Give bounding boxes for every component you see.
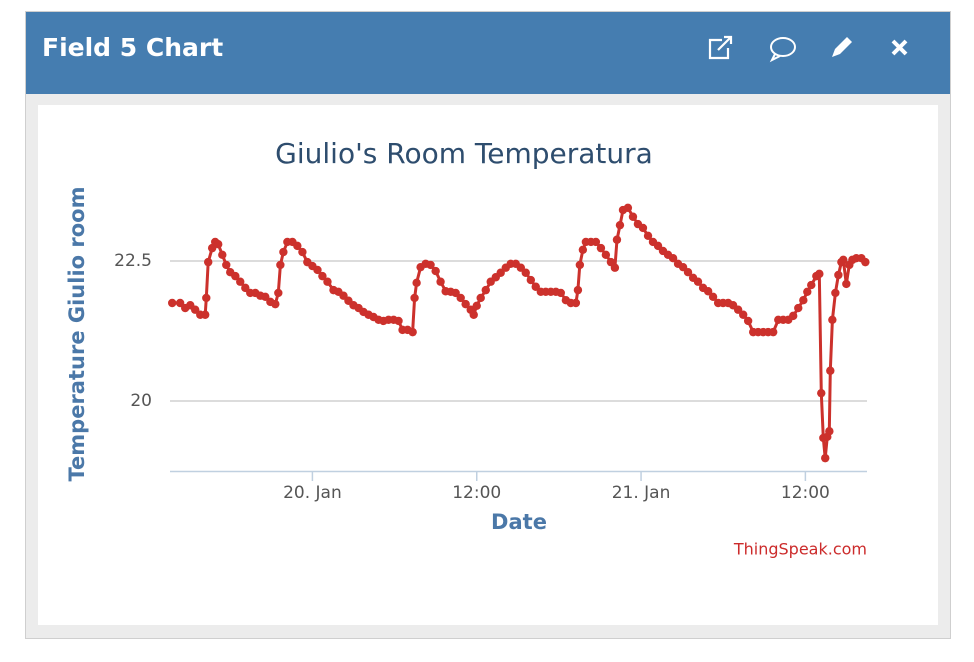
x-tick-label: 12:00: [452, 483, 501, 503]
data-point: [794, 303, 803, 313]
data-point: [318, 271, 327, 281]
data-point: [481, 285, 490, 295]
x-tick-label: 21. Jan: [612, 483, 671, 503]
data-point: [788, 311, 798, 321]
data-point: [708, 292, 718, 302]
data-point: [293, 241, 302, 251]
data-point: [743, 316, 753, 326]
data-point: [526, 275, 536, 285]
data-point: [236, 277, 245, 286]
data-point: [436, 277, 445, 286]
x-tick-label: 20. Jan: [283, 483, 342, 503]
data-point: [638, 223, 648, 233]
data-point: [693, 277, 703, 286]
y-tick-label: 22.5: [114, 251, 152, 271]
data-point: [202, 293, 211, 303]
data-point: [834, 270, 843, 280]
open-icon[interactable]: [708, 35, 733, 60]
data-point: [218, 250, 227, 260]
panel-title: Field 5 Chart: [42, 33, 223, 62]
data-point: [612, 235, 622, 244]
data-point: [456, 293, 465, 303]
data-point: [271, 299, 280, 309]
data-point: [431, 266, 440, 276]
comment-icon[interactable]: [769, 37, 796, 63]
data-point: [628, 212, 638, 221]
data-point: [476, 293, 485, 303]
data-point: [276, 260, 285, 270]
data-point: [472, 301, 481, 310]
data-point: [231, 271, 240, 281]
data-point: [826, 366, 835, 375]
credit[interactable]: ThingSpeak.com: [733, 540, 867, 559]
data-point: [861, 257, 870, 267]
data-point: [683, 268, 693, 277]
y-axis-label: Temperature Giulio room: [65, 187, 89, 482]
data-point: [578, 245, 588, 254]
data-point: [298, 247, 307, 257]
y-tick-label: 20: [130, 391, 152, 411]
data-point: [768, 327, 778, 337]
data-point: [668, 254, 678, 263]
data-point: [571, 298, 581, 308]
data-point: [204, 257, 213, 267]
chart-area: [38, 105, 938, 625]
data-point: [426, 260, 435, 270]
data-point: [831, 288, 840, 298]
data-point: [799, 296, 808, 305]
data-point: [461, 299, 470, 309]
data-point: [279, 247, 288, 257]
data-point: [828, 315, 837, 324]
data-point: [394, 316, 403, 326]
data-point: [596, 243, 606, 253]
data-point: [739, 310, 748, 319]
data-point: [469, 310, 478, 319]
data-point: [601, 250, 611, 260]
data-point: [556, 288, 566, 298]
data-point: [825, 427, 834, 436]
data-point: [643, 231, 653, 240]
panel-header: [26, 12, 950, 94]
data-point: [573, 285, 583, 295]
data-point: [323, 277, 332, 286]
data-point: [200, 310, 210, 319]
close-icon[interactable]: [891, 39, 908, 56]
data-point: [623, 203, 633, 212]
data-point: [821, 453, 830, 463]
data-point: [167, 298, 177, 308]
data-point: [412, 278, 421, 288]
data-point: [610, 263, 620, 272]
x-tick-label: 12:00: [781, 483, 830, 503]
data-point: [575, 260, 585, 270]
data-point: [815, 269, 824, 279]
data-point: [222, 260, 231, 270]
data-point: [214, 240, 223, 249]
data-point: [615, 220, 625, 230]
data-point: [807, 280, 816, 290]
data-point: [410, 293, 419, 303]
edit-icon[interactable]: [832, 37, 852, 57]
data-point: [313, 265, 322, 275]
chart-title: Giulio's Room Temperatura: [275, 137, 653, 170]
data-point: [817, 388, 826, 398]
data-point: [703, 287, 713, 296]
data-point: [839, 255, 848, 265]
data-point: [274, 288, 283, 298]
data-point: [842, 279, 851, 289]
x-axis-label: Date: [491, 510, 547, 534]
data-point: [803, 287, 812, 296]
data-point: [521, 268, 530, 277]
data-point: [591, 237, 601, 247]
data-point: [408, 327, 417, 337]
